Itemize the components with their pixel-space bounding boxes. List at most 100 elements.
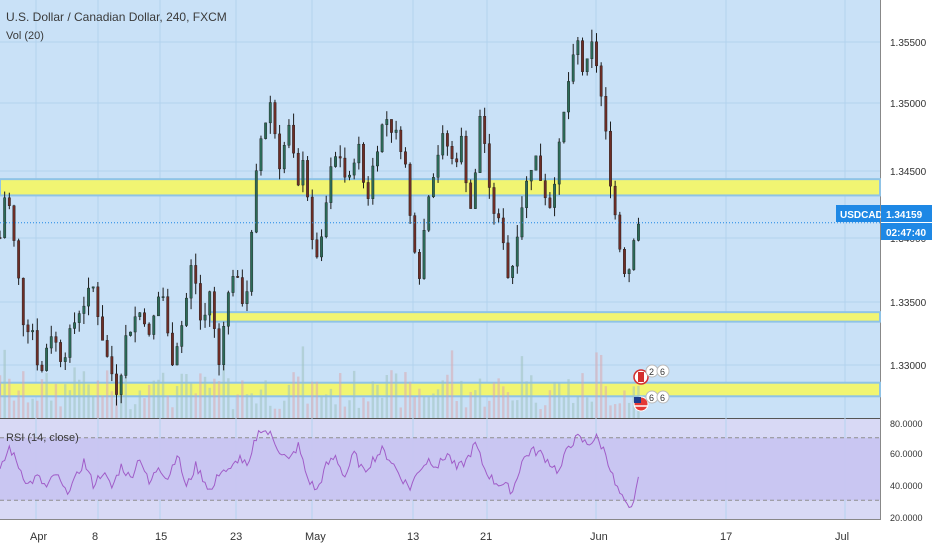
canada-event-marker[interactable]: 2 6 [633, 364, 670, 385]
candle-body[interactable] [119, 375, 123, 395]
candle-body[interactable] [268, 102, 272, 124]
candle-body[interactable] [324, 202, 328, 237]
candle-body[interactable] [194, 265, 198, 284]
candle-body[interactable] [492, 187, 496, 214]
candle-body[interactable] [124, 335, 128, 376]
candle-body[interactable] [310, 196, 314, 240]
candle-body[interactable] [217, 328, 221, 365]
candle-body[interactable] [445, 133, 449, 147]
sr-zone[interactable] [0, 178, 881, 197]
candle-body[interactable] [31, 330, 35, 333]
candle-body[interactable] [21, 277, 25, 326]
candle-body[interactable] [431, 177, 435, 198]
candle-body[interactable] [618, 214, 622, 250]
sr-zone[interactable] [0, 381, 881, 398]
candle-body[interactable] [129, 331, 132, 336]
candle-body[interactable] [320, 236, 323, 258]
candle-body[interactable] [301, 160, 305, 186]
candle-body[interactable] [539, 155, 542, 181]
candle-body[interactable] [68, 328, 72, 358]
candle-body[interactable] [404, 151, 407, 165]
candle-body[interactable] [17, 240, 21, 279]
candle-body[interactable] [380, 124, 384, 152]
candlesticks[interactable] [0, 29, 640, 406]
candle-body[interactable] [473, 172, 477, 209]
candle-body[interactable] [562, 111, 566, 143]
candle-body[interactable] [418, 252, 421, 279]
candle-body[interactable] [478, 116, 482, 173]
candle-body[interactable] [511, 265, 515, 278]
candle-body[interactable] [585, 58, 589, 72]
candle-body[interactable] [7, 197, 11, 206]
candle-body[interactable] [627, 269, 631, 274]
candle-body[interactable] [105, 340, 109, 357]
candle-body[interactable] [157, 296, 160, 317]
candle-body[interactable] [413, 215, 417, 253]
candle-body[interactable] [12, 205, 16, 241]
candle-body[interactable] [87, 287, 90, 307]
candle-body[interactable] [203, 314, 207, 321]
candle-body[interactable] [343, 157, 347, 178]
candle-body[interactable] [632, 240, 636, 270]
candle-body[interactable] [385, 119, 389, 125]
event-count-badge[interactable] [656, 364, 670, 378]
candle-body[interactable] [441, 133, 445, 156]
candle-body[interactable] [469, 182, 473, 209]
candle-body[interactable] [175, 346, 179, 366]
candle-body[interactable] [637, 223, 640, 241]
candle-body[interactable] [166, 296, 170, 334]
candle-body[interactable] [553, 183, 556, 208]
candle-body[interactable] [623, 249, 626, 274]
candle-body[interactable] [483, 116, 487, 144]
candle-body[interactable] [54, 336, 58, 343]
candle-body[interactable] [348, 174, 351, 178]
event-count-badge[interactable] [656, 390, 670, 404]
candle-body[interactable] [506, 242, 510, 278]
candle-body[interactable] [59, 342, 62, 362]
candle-body[interactable] [296, 152, 300, 186]
candle-body[interactable] [548, 197, 552, 208]
candle-body[interactable] [399, 129, 403, 152]
candle-body[interactable] [49, 336, 53, 349]
candle-body[interactable] [273, 102, 277, 135]
candle-body[interactable] [352, 162, 356, 176]
time-axis[interactable]: Apr 8 15 23 May 13 21 Jun 17 Jul [30, 531, 849, 543]
candle-body[interactable] [0, 237, 2, 239]
candle-body[interactable] [362, 143, 365, 183]
candle-body[interactable] [40, 364, 44, 371]
candle-body[interactable] [455, 158, 459, 163]
candle-body[interactable] [292, 124, 295, 154]
candle-body[interactable] [161, 296, 165, 298]
candle-body[interactable] [198, 283, 202, 321]
candle-body[interactable] [604, 96, 608, 132]
candle-body[interactable] [96, 286, 100, 317]
candle-body[interactable] [329, 166, 333, 203]
candle-body[interactable] [110, 356, 114, 375]
economic-events[interactable]: 2 6 6 6 [633, 364, 670, 412]
candle-body[interactable] [520, 207, 524, 238]
candle-body[interactable] [278, 133, 282, 170]
candle-body[interactable] [394, 129, 398, 133]
candle-body[interactable] [138, 312, 142, 317]
candle-body[interactable] [613, 185, 617, 216]
candle-body[interactable] [534, 155, 538, 171]
candle-body[interactable] [152, 315, 156, 335]
price-axis-background[interactable] [880, 0, 932, 550]
candle-body[interactable] [250, 231, 254, 292]
candle-body[interactable] [236, 276, 240, 278]
candle-body[interactable] [143, 312, 146, 325]
candle-body[interactable] [115, 373, 118, 395]
candle-body[interactable] [557, 141, 561, 185]
candle-body[interactable] [240, 277, 244, 304]
candle-body[interactable] [133, 316, 137, 333]
candle-body[interactable] [264, 122, 268, 139]
candle-body[interactable] [282, 145, 286, 170]
candle-body[interactable] [226, 292, 230, 327]
candle-body[interactable] [529, 169, 533, 182]
candle-body[interactable] [366, 182, 370, 199]
candle-body[interactable] [231, 276, 235, 293]
candle-body[interactable] [599, 65, 603, 97]
candle-body[interactable] [91, 286, 95, 289]
candle-body[interactable] [254, 170, 258, 233]
candle-body[interactable] [609, 130, 612, 187]
